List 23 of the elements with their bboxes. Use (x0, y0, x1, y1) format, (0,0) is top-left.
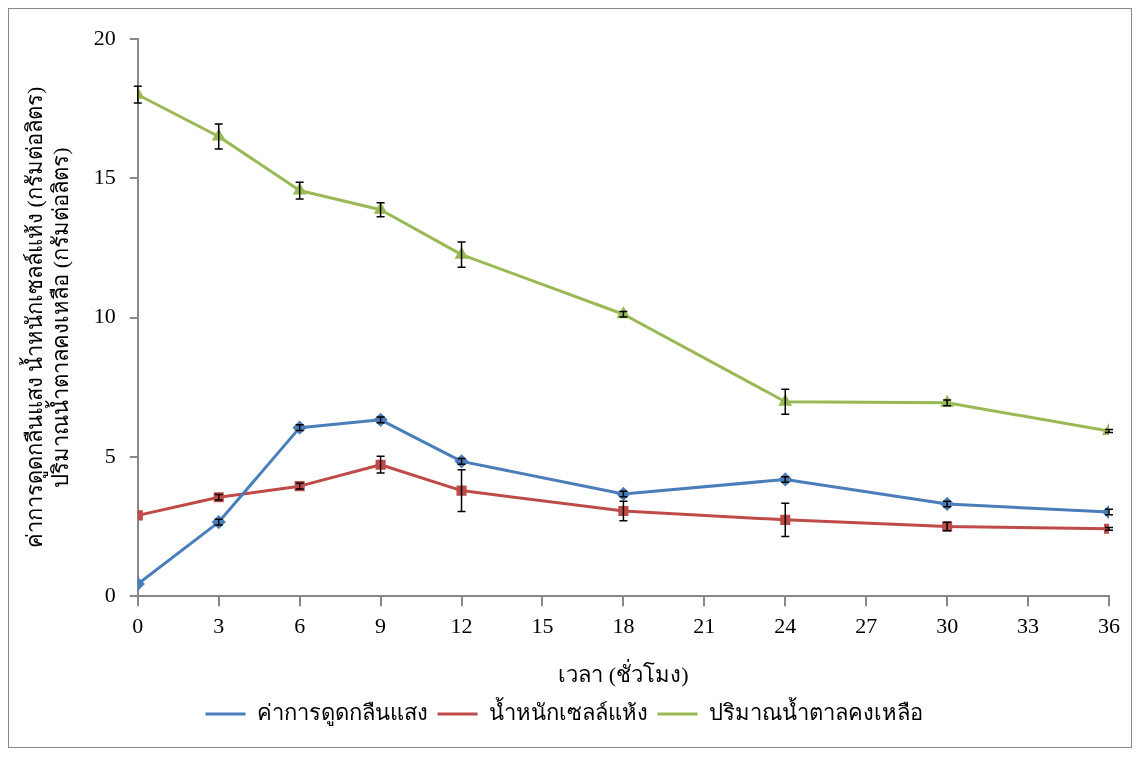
x-tick-label: 18 (612, 613, 635, 639)
y-tick-label: 10 (93, 303, 116, 329)
x-tick-label: 24 (774, 613, 797, 639)
y-tick-label: 5 (104, 442, 116, 468)
legend-label: ปริมาณน้ำตาลคงเหลือ (708, 696, 923, 725)
x-tick-label: 36 (1098, 613, 1120, 639)
x-tick-label: 9 (375, 613, 387, 639)
y-tick-label: 20 (93, 24, 116, 50)
x-tick-label: 33 (1017, 613, 1040, 639)
x-tick-label: 12 (450, 613, 473, 639)
y-axis-title: ค่าการดูดกลืนแสง น้ำหนักเซลล์แห้ง (กรัมต่อลิตร) ปริมาณน้ำตาลคงเหลือ (กรัมต่อลิตร) (18, 86, 74, 549)
y-tick-label: 0 (104, 581, 116, 607)
x-axis-title: เวลา (ชั่วโมง) (558, 658, 689, 687)
y-tick-label: 15 (93, 164, 116, 190)
x-tick-label: 3 (213, 613, 225, 639)
x-tick-label: 21 (693, 613, 716, 639)
x-tick-label: 15 (531, 613, 554, 639)
x-tick-label: 0 (132, 613, 144, 639)
x-tick-label: 30 (936, 613, 959, 639)
x-tick-label: 27 (855, 613, 878, 639)
legend-label: น้ำหนักเซลล์แห้ง (488, 696, 648, 725)
x-tick-label: 6 (294, 613, 306, 639)
legend-label: ค่าการดูดกลืนแสง (256, 699, 428, 726)
